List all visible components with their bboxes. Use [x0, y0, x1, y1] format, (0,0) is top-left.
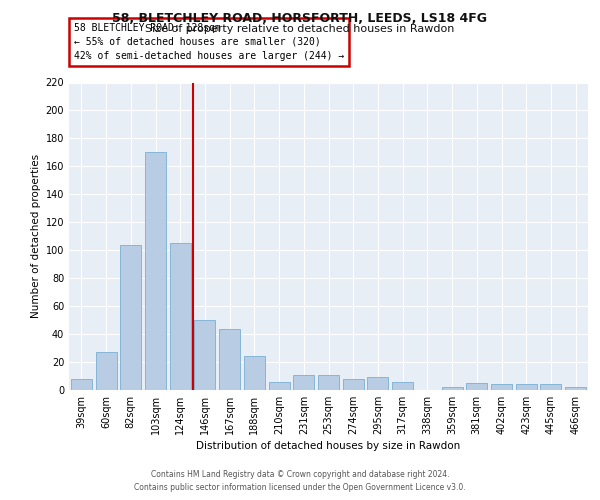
- Bar: [367, 378, 388, 390]
- Bar: [442, 387, 463, 390]
- Bar: [392, 382, 413, 390]
- Bar: [269, 382, 290, 390]
- Bar: [145, 152, 166, 390]
- Text: Size of property relative to detached houses in Rawdon: Size of property relative to detached ho…: [145, 24, 455, 34]
- Bar: [343, 379, 364, 390]
- Y-axis label: Number of detached properties: Number of detached properties: [31, 154, 41, 318]
- Bar: [194, 320, 215, 390]
- Bar: [293, 374, 314, 390]
- Bar: [244, 356, 265, 390]
- Text: Contains HM Land Registry data © Crown copyright and database right 2024.
Contai: Contains HM Land Registry data © Crown c…: [134, 470, 466, 492]
- Bar: [565, 387, 586, 390]
- Bar: [219, 328, 240, 390]
- Bar: [71, 379, 92, 390]
- X-axis label: Distribution of detached houses by size in Rawdon: Distribution of detached houses by size …: [196, 441, 461, 451]
- Bar: [318, 374, 339, 390]
- Bar: [466, 383, 487, 390]
- Bar: [491, 384, 512, 390]
- Bar: [95, 352, 116, 390]
- Bar: [170, 243, 191, 390]
- Bar: [120, 244, 141, 390]
- Text: 58, BLETCHLEY ROAD, HORSFORTH, LEEDS, LS18 4FG: 58, BLETCHLEY ROAD, HORSFORTH, LEEDS, LS…: [113, 12, 487, 26]
- Text: 58 BLETCHLEY ROAD: 128sqm
← 55% of detached houses are smaller (320)
42% of semi: 58 BLETCHLEY ROAD: 128sqm ← 55% of detac…: [74, 23, 344, 61]
- Bar: [516, 384, 537, 390]
- Bar: [541, 384, 562, 390]
